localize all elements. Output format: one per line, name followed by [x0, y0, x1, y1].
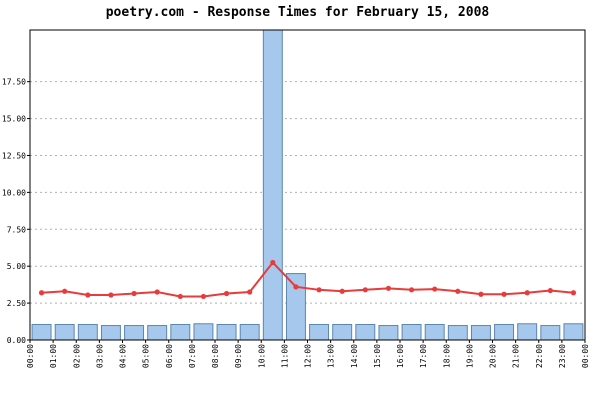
line-point: [524, 290, 530, 296]
x-tick-label: 12:00: [304, 344, 313, 368]
y-tick-label: 17.50: [2, 78, 26, 87]
line-series: [38, 259, 577, 300]
x-tick-label: 14:00: [350, 344, 359, 368]
bar: [309, 324, 330, 341]
bar: [31, 324, 52, 341]
x-tick-label: 01:00: [49, 344, 58, 368]
x-tick-label: 20:00: [489, 344, 498, 368]
line-point: [200, 293, 207, 300]
x-tick-label: 17:00: [419, 344, 428, 368]
x-tick-label: 06:00: [165, 344, 174, 368]
line-point: [270, 259, 276, 266]
bar-series: [31, 29, 584, 341]
x-tick-label: 09:00: [234, 344, 243, 368]
y-tick-label: 2.50: [7, 299, 26, 308]
line-point: [85, 292, 91, 298]
y-tick-label: 0.00: [7, 336, 26, 345]
bar: [124, 325, 145, 341]
grid-lines: [30, 81, 585, 304]
line-point: [38, 290, 45, 296]
bar: [170, 324, 191, 341]
line-point: [316, 287, 322, 293]
x-tick-label: 13:00: [327, 344, 336, 368]
x-tick-label: 05:00: [142, 344, 151, 368]
bar: [239, 324, 260, 341]
x-tick-label: 10:00: [257, 344, 266, 368]
line-point: [131, 290, 137, 297]
x-tick-label: 21:00: [512, 344, 521, 368]
x-tick-label: 02:00: [72, 344, 81, 368]
line-point: [177, 293, 183, 300]
line-point: [339, 288, 345, 294]
x-tick-label: 18:00: [442, 344, 451, 368]
line-point: [547, 287, 553, 294]
bar: [332, 324, 353, 341]
line-point: [108, 292, 114, 298]
bar: [378, 325, 399, 341]
x-tick-label: 19:00: [465, 344, 474, 368]
line-point: [362, 287, 368, 293]
bar: [54, 324, 75, 341]
x-tick-label: 11:00: [280, 344, 289, 368]
chart-title: poetry.com - Response Times for February…: [105, 5, 490, 20]
y-tick-label: 7.50: [7, 225, 26, 234]
x-tick-label: 08:00: [211, 344, 220, 368]
y-axis-ticks: 0.00 2.50 5.00 7.50 10.00 12.50 15.00 17.50: [2, 78, 30, 345]
bar: [285, 273, 306, 341]
bar: [216, 324, 237, 341]
x-tick-label: 15:00: [373, 344, 382, 368]
line-point: [154, 289, 160, 295]
x-tick-label: 03:00: [95, 344, 104, 368]
line-point: [501, 291, 507, 297]
line-point: [408, 287, 415, 293]
bar: [563, 323, 584, 341]
bar: [355, 324, 376, 341]
bar: [262, 29, 283, 341]
bar: [193, 323, 214, 341]
x-tick-label: 16:00: [396, 344, 405, 368]
bar: [401, 324, 422, 341]
response-time-line: [41, 260, 574, 298]
x-tick-label: 00:00: [26, 344, 35, 368]
line-point: [293, 284, 299, 290]
bar: [494, 324, 515, 341]
line-point: [385, 285, 392, 291]
x-tick-label: 07:00: [188, 344, 197, 368]
line-point: [62, 288, 68, 294]
bar: [147, 325, 168, 341]
y-tick-label: 5.00: [7, 262, 26, 271]
x-tick-label: 00:00: [581, 344, 590, 368]
line-point: [432, 286, 438, 292]
bar: [540, 325, 561, 341]
x-tick-label: 04:00: [119, 344, 128, 368]
bar: [77, 324, 98, 341]
line-point: [478, 291, 484, 297]
bar: [447, 325, 468, 341]
x-tick-label: 23:00: [558, 344, 567, 368]
line-point: [570, 290, 577, 296]
x-axis-ticks: 00:00 01:00 02:00 03:00 04:00 05:00 06:00 07:00…: [26, 340, 590, 368]
line-point: [223, 290, 230, 297]
bar: [470, 325, 491, 341]
line-point: [247, 289, 253, 295]
bar: [424, 324, 445, 341]
y-tick-label: 12.50: [2, 151, 26, 160]
y-tick-label: 10.00: [2, 188, 26, 197]
bar: [100, 325, 121, 341]
x-tick-label: 22:00: [535, 344, 544, 368]
bar: [517, 323, 538, 341]
y-tick-label: 15.00: [2, 115, 26, 124]
line-point: [455, 288, 461, 294]
